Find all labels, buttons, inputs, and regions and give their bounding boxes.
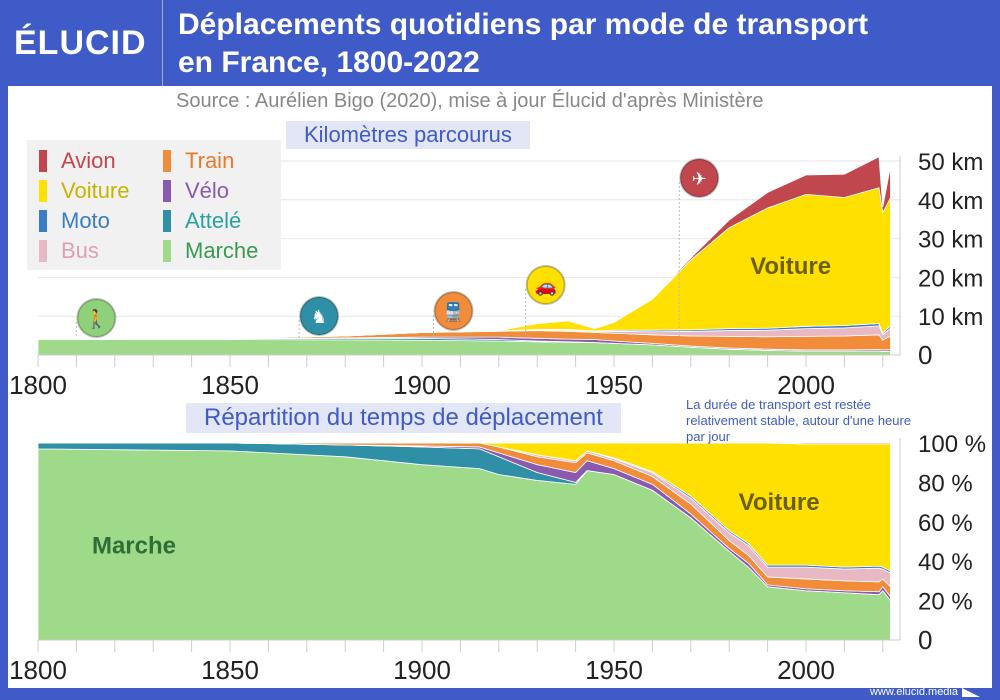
x-tick-label: 1900 bbox=[393, 370, 451, 400]
y-tick-label: 100 % bbox=[918, 431, 986, 458]
header: ÉLUCID Déplacements quotidiens par mode … bbox=[0, 0, 1000, 86]
legend-swatch bbox=[163, 180, 171, 202]
y-tick-label: 10 km bbox=[918, 304, 983, 331]
y-tick-label: 0 bbox=[918, 340, 932, 370]
legend-label: Vélo bbox=[185, 178, 230, 203]
y-tick-label: 20 km bbox=[918, 265, 983, 292]
train-icon: 🚆 bbox=[442, 301, 464, 323]
y-tick-label: 20 % bbox=[918, 589, 973, 616]
y-tick-label: 80 % bbox=[918, 470, 973, 497]
area-label-voiture: Voiture bbox=[739, 489, 820, 516]
legend-swatch bbox=[39, 240, 47, 262]
chart-title: Déplacements quotidiens par mode de tran… bbox=[178, 6, 868, 82]
x-tick-label: 1800 bbox=[9, 655, 67, 685]
legend-item-moto: Moto bbox=[39, 208, 110, 234]
legend-label: Train bbox=[185, 148, 235, 173]
legend-label: Bus bbox=[61, 238, 99, 263]
y-tick-label: 60 % bbox=[918, 510, 973, 537]
x-tick-label: 1950 bbox=[585, 370, 643, 400]
header-divider bbox=[162, 0, 163, 86]
area-label-marche: Marche bbox=[92, 532, 176, 559]
elucid-logo: ÉLUCID bbox=[14, 24, 147, 62]
legend-item-train: Train bbox=[163, 148, 234, 174]
legend-swatch bbox=[39, 210, 47, 232]
y-tick-label: 40 % bbox=[918, 549, 973, 576]
x-tick-label: 1950 bbox=[585, 655, 643, 685]
legend-label: Voiture bbox=[61, 178, 130, 203]
title-line-2: en France, 1800-2022 bbox=[178, 46, 480, 79]
walking-icon: 🚶 bbox=[85, 308, 107, 330]
source-text: Source : Aurélien Bigo (2020), mise à jo… bbox=[176, 90, 764, 112]
train-icon-badge bbox=[433, 291, 474, 331]
x-tick-label: 1800 bbox=[9, 370, 67, 400]
x-tick-label: 2000 bbox=[777, 370, 835, 400]
walking-icon-badge bbox=[76, 298, 117, 338]
x-tick-label: 2000 bbox=[777, 655, 835, 685]
legend-label: Avion bbox=[61, 148, 116, 173]
carriage-icon-badge bbox=[299, 296, 340, 336]
elucid-flag-icon bbox=[962, 688, 980, 697]
y-tick-label: 30 km bbox=[918, 227, 983, 254]
duration-annotation: La durée de transport est restée relativ… bbox=[686, 397, 912, 444]
legend-label: Attelé bbox=[185, 208, 242, 233]
legend-label: Marche bbox=[185, 238, 259, 263]
top-area-avion bbox=[37, 156, 891, 340]
legend-swatch bbox=[39, 150, 47, 172]
y-tick-label: 0 bbox=[918, 625, 932, 655]
bottom-chart-title: Répartition du temps de déplacement bbox=[186, 403, 621, 433]
legend-swatch bbox=[163, 240, 171, 262]
x-tick-label: 1900 bbox=[393, 655, 451, 685]
legend-swatch bbox=[163, 150, 171, 172]
y-tick-label: 40 km bbox=[918, 188, 983, 215]
x-tick-label: 1850 bbox=[201, 655, 259, 685]
top-chart-title: Kilomètres parcourus bbox=[286, 121, 530, 149]
y-tick-label: 50 km bbox=[918, 149, 983, 176]
legend-swatch bbox=[163, 210, 171, 232]
legend-item-attelé: Attelé bbox=[163, 208, 241, 234]
legend-item-vélo: Vélo bbox=[163, 178, 229, 204]
car-icon: 🚗 bbox=[534, 276, 556, 297]
bottom-area-avion bbox=[38, 442, 891, 445]
title-line-1: Déplacements quotidiens par mode de tran… bbox=[178, 8, 869, 41]
car-icon-badge bbox=[525, 265, 566, 305]
carriage-icon: ♞ bbox=[311, 307, 327, 328]
legend-item-avion: Avion bbox=[39, 148, 116, 174]
plane-icon-badge bbox=[679, 158, 720, 198]
x-tick-label: 1850 bbox=[201, 370, 259, 400]
area-label-voiture: Voiture bbox=[750, 253, 831, 280]
legend-label: Moto bbox=[61, 208, 110, 233]
legend-item-bus: Bus bbox=[39, 238, 99, 264]
footer-url[interactable]: www.elucid.media bbox=[869, 686, 958, 698]
legend-swatch bbox=[39, 180, 47, 202]
legend-item-voiture: Voiture bbox=[39, 178, 130, 204]
plane-icon: ✈ bbox=[692, 169, 707, 190]
legend: Avion Train Voiture Vélo Moto Attelé Bus Marche bbox=[27, 140, 281, 270]
legend-item-marche: Marche bbox=[163, 238, 258, 264]
